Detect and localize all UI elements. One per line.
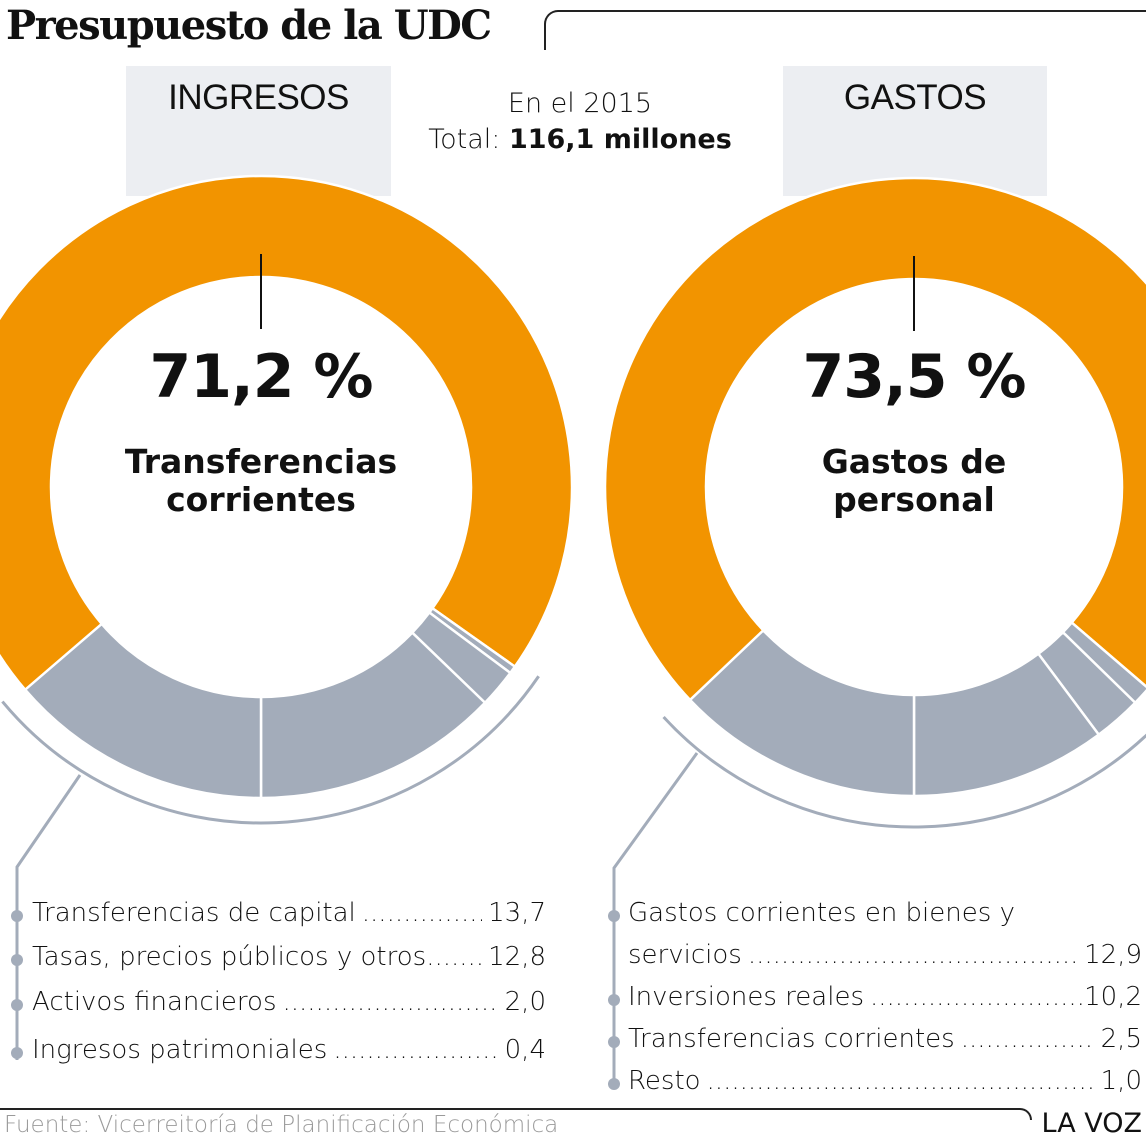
- legend-value: 0,4: [504, 1035, 546, 1065]
- total-value: 116,1 millones: [508, 124, 732, 155]
- ingresos-highlight-label: Transferencias corrientes: [61, 443, 461, 519]
- subtitle: En el 2015 Total: 116,1 millones: [400, 86, 760, 158]
- leader-dots: [961, 1024, 1095, 1054]
- ingresos-highlight-value: 71,2 %: [149, 342, 373, 412]
- ingresos-connector-line: [15, 774, 82, 1060]
- page-title: Presupuesto de la UDC: [6, 2, 492, 49]
- legend-label: Transferencias corrientes: [628, 1024, 955, 1054]
- ingresos-slice-transferencias-corrientes: [0, 174, 574, 693]
- ingresos-highlight-label-line: Transferencias: [124, 442, 398, 481]
- legend-item: Transferencias de capital 13,7: [32, 898, 546, 928]
- ingresos-legend-bullet: [11, 954, 23, 966]
- total-prefix: Total:: [428, 124, 509, 155]
- leader-dots: [426, 942, 486, 972]
- legend-label: Inversiones reales: [628, 982, 864, 1012]
- legend-label: Gastos corrientes en bienes y: [628, 898, 1015, 928]
- legend-label: servicios: [628, 940, 742, 970]
- total-line: Total: 116,1 millones: [400, 122, 760, 158]
- legend-value: 10,2: [1084, 982, 1142, 1012]
- legend-value: 13,7: [488, 898, 546, 928]
- legend-label: Tasas, precios públicos y otros: [32, 942, 427, 972]
- leader-dots: [283, 987, 499, 1017]
- ingresos-title: INGRESOS: [168, 78, 349, 117]
- gastos-title: GASTOS: [843, 78, 987, 117]
- ingresos-header-box: [126, 66, 391, 196]
- gastos-legend-bullet: [608, 994, 620, 1006]
- legend-value: 2,5: [1100, 1024, 1142, 1054]
- gastos-highlight-value: 73,5 %: [802, 342, 1026, 412]
- gastos-slice-gastos-de-personal: [603, 176, 1146, 704]
- title-rule: [544, 10, 1146, 50]
- legend-value: 12,9: [1084, 940, 1142, 970]
- legend-item: Ingresos patrimoniales 0,4: [32, 1035, 546, 1065]
- legend-item: Resto 1,0: [628, 1066, 1142, 1096]
- legend-item: Gastos corrientes en bienes y: [628, 898, 1142, 928]
- ingresos-legend-bullet: [11, 999, 23, 1011]
- gastos-legend-bullet: [608, 1036, 620, 1048]
- leader-dots: [362, 898, 482, 928]
- legend-label: Activos financieros: [32, 987, 277, 1017]
- legend-item: Transferencias corrientes 2,5: [628, 1024, 1142, 1054]
- leader-dots: [870, 982, 1084, 1012]
- leader-dots: [748, 940, 1078, 970]
- legend-value: 1,0: [1100, 1066, 1142, 1096]
- legend-item: Activos financieros 2,0: [32, 987, 546, 1017]
- ingresos-legend-bullet: [11, 910, 23, 922]
- legend-label: Ingresos patrimoniales: [32, 1035, 328, 1065]
- legend-value: 2,0: [504, 987, 546, 1017]
- gastos-highlight-label-line: personal: [833, 480, 995, 519]
- source-note: Fuente: Vicerreitoría de Planificación E…: [4, 1112, 559, 1138]
- legend-label: Transferencias de capital: [32, 898, 356, 928]
- legend-item-continued: servicios 12,9: [628, 940, 1142, 970]
- ingresos-legend-bullet: [11, 1047, 23, 1059]
- legend-item: Inversiones reales 10,2: [628, 982, 1142, 1012]
- ingresos-bracket-arc: [1, 675, 540, 825]
- gastos-highlight-label-line: Gastos de: [821, 442, 1007, 481]
- gastos-legend-bullet: [608, 1078, 620, 1090]
- gastos-slice-gastos-corrientes-en-bienes-y-servicios: [688, 628, 916, 798]
- gastos-connector-line: [612, 752, 699, 1085]
- legend-value: 12,8: [488, 942, 546, 972]
- gastos-legend-bullet: [608, 910, 620, 922]
- ingresos-slice-transferencias-de-capital: [23, 622, 263, 800]
- leader-dots: [707, 1066, 1095, 1096]
- leader-dots: [333, 1035, 498, 1065]
- ingresos-highlight-label-line: corrientes: [166, 480, 356, 519]
- gastos-bracket-arc: [662, 715, 1146, 829]
- gastos-highlight-label: Gastos de personal: [714, 443, 1114, 519]
- legend-item: Tasas, precios públicos y otros 12,8: [32, 942, 546, 972]
- year-line: En el 2015: [507, 88, 653, 119]
- legend-label: Resto: [628, 1066, 701, 1096]
- gastos-header-box: [783, 66, 1047, 196]
- brand-logo: LA VOZ: [1041, 1108, 1142, 1139]
